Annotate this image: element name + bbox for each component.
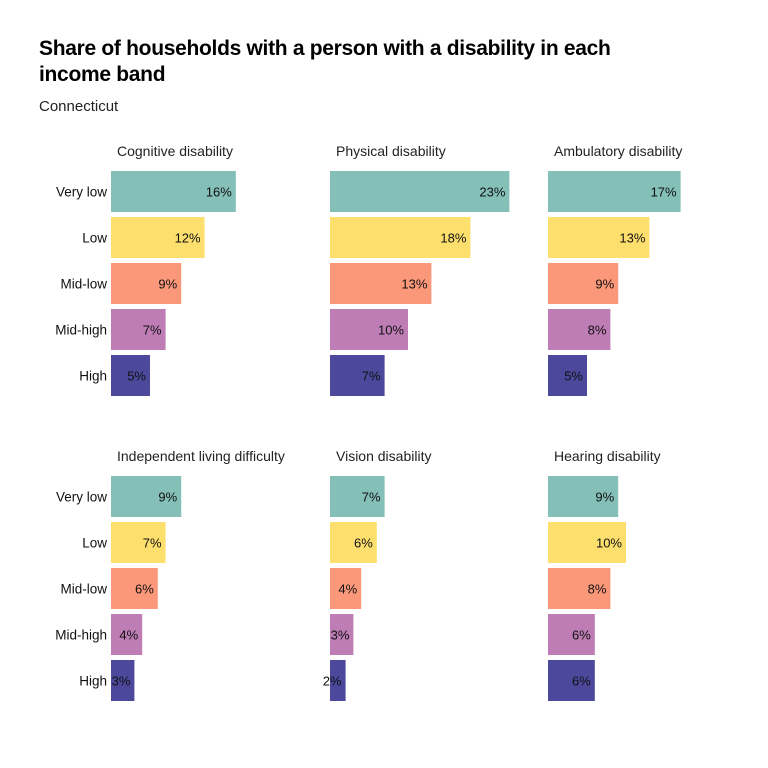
- bar-low: [548, 522, 626, 563]
- bar-value-label: 5%: [564, 369, 583, 384]
- bar-high: [111, 355, 150, 396]
- category-tick-label: Mid-high: [55, 628, 107, 643]
- bar-value-label: 5%: [127, 369, 146, 384]
- bar-low: [330, 522, 377, 563]
- bar-very-low: [111, 171, 236, 212]
- bar-very-low: [548, 476, 619, 517]
- bar-low: [111, 522, 166, 563]
- bar-value-label: 8%: [588, 582, 607, 597]
- bar-value-label: 9%: [158, 490, 177, 505]
- bar-high: [548, 660, 595, 701]
- bar-value-label: 9%: [595, 490, 614, 505]
- bar-value-label: 7%: [362, 369, 381, 384]
- bar-mid-high: [111, 614, 143, 655]
- facet-title: Independent living difficulty: [117, 448, 285, 464]
- bar-low: [548, 217, 650, 258]
- bar-value-label: 17%: [651, 185, 677, 200]
- bar-low: [111, 217, 205, 258]
- facet-title: Ambulatory disability: [554, 143, 682, 159]
- bar-mid-low: [548, 568, 611, 609]
- bar-value-label: 10%: [378, 323, 404, 338]
- facet-title: Vision disability: [336, 448, 431, 464]
- bar-value-label: 6%: [354, 536, 373, 551]
- bar-mid-low: [330, 263, 432, 304]
- bar-high: [330, 660, 346, 701]
- bar-mid-low: [111, 568, 158, 609]
- bar-value-label: 6%: [572, 628, 591, 643]
- bar-mid-low: [330, 568, 362, 609]
- bar-value-label: 13%: [401, 277, 427, 292]
- bar-value-label: 4%: [338, 582, 357, 597]
- bar-value-label: 4%: [119, 628, 138, 643]
- bar-high: [111, 660, 135, 701]
- category-tick-label: Low: [82, 536, 107, 551]
- bar-low: [330, 217, 471, 258]
- bar-value-label: 10%: [596, 536, 622, 551]
- bar-value-label: 9%: [595, 277, 614, 292]
- bar-value-label: 23%: [479, 185, 505, 200]
- facet-title: Cognitive disability: [117, 143, 233, 159]
- category-tick-label: Mid-low: [60, 277, 107, 292]
- bar-value-label: 2%: [323, 674, 342, 689]
- bar-value-label: 13%: [619, 231, 645, 246]
- bar-very-low: [330, 476, 385, 517]
- bar-high: [548, 355, 587, 396]
- category-tick-label: Mid-high: [55, 323, 107, 338]
- bar-mid-high: [330, 614, 354, 655]
- bar-mid-low: [548, 263, 619, 304]
- category-tick-label: Low: [82, 231, 107, 246]
- bar-value-label: 3%: [331, 628, 350, 643]
- bar-value-label: 12%: [175, 231, 201, 246]
- bar-value-label: 3%: [112, 674, 131, 689]
- facet-title: Physical disability: [336, 143, 446, 159]
- bar-mid-high: [111, 309, 166, 350]
- chart-subtitle: Connecticut: [39, 98, 119, 115]
- bar-very-low: [548, 171, 681, 212]
- bar-value-label: 7%: [143, 323, 162, 338]
- bar-value-label: 6%: [135, 582, 154, 597]
- bar-value-label: 18%: [440, 231, 466, 246]
- category-tick-label: Mid-low: [60, 582, 107, 597]
- category-tick-label: High: [79, 369, 107, 384]
- category-tick-label: Very low: [56, 490, 107, 505]
- bar-mid-high: [330, 309, 408, 350]
- bar-high: [330, 355, 385, 396]
- bar-value-label: 7%: [143, 536, 162, 551]
- facet-title: Hearing disability: [554, 448, 661, 464]
- bar-value-label: 6%: [572, 674, 591, 689]
- category-tick-label: Very low: [56, 185, 107, 200]
- category-tick-label: High: [79, 674, 107, 689]
- bar-value-label: 7%: [362, 490, 381, 505]
- bar-very-low: [111, 476, 182, 517]
- bar-value-label: 8%: [588, 323, 607, 338]
- bar-mid-high: [548, 614, 595, 655]
- bar-value-label: 16%: [206, 185, 232, 200]
- bar-value-label: 9%: [158, 277, 177, 292]
- bar-very-low: [330, 171, 510, 212]
- chart-title: Share of households with a person with a…: [39, 37, 611, 86]
- bar-mid-high: [548, 309, 611, 350]
- bar-mid-low: [111, 263, 182, 304]
